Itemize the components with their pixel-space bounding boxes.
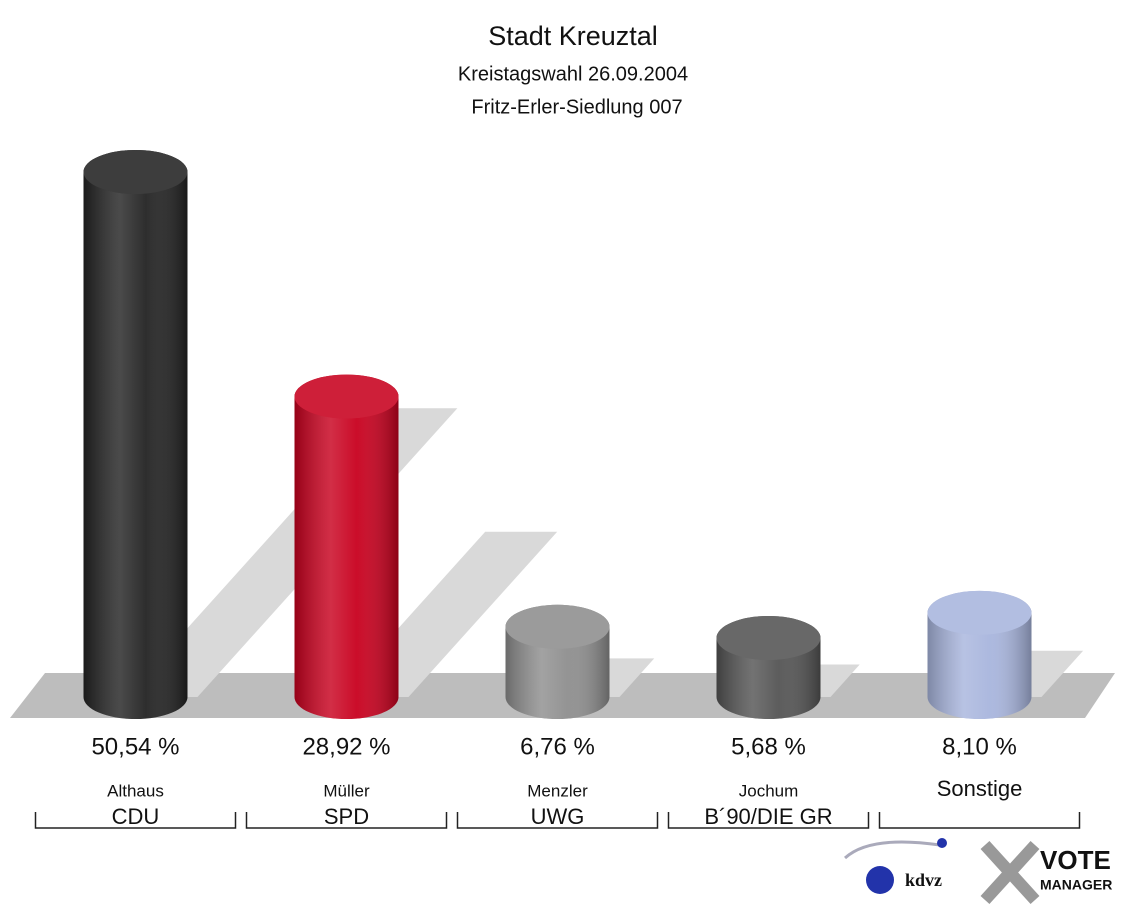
chart-subtitle: Kreistagswahl 26.09.2004 <box>458 63 688 85</box>
bar-top <box>294 374 399 419</box>
bar-top <box>716 615 821 660</box>
party-label: B´90/DIE GR <box>704 804 832 829</box>
chart-title: Stadt Kreuztal <box>488 21 658 51</box>
bar-top-highlight <box>927 590 1032 635</box>
category-label: Sonstige <box>937 776 1023 801</box>
candidate-label: Menzler <box>527 781 588 800</box>
logo-text: VOTE <box>1040 845 1111 875</box>
bar-top-highlight <box>505 604 610 649</box>
value-label: 8,10 % <box>942 733 1017 760</box>
bar-top-highlight <box>83 150 188 194</box>
value-label: 6,76 % <box>520 733 595 760</box>
value-label: 5,68 % <box>731 733 806 760</box>
value-label: 50,54 % <box>91 733 179 760</box>
logo-text: kdvz <box>905 870 942 890</box>
party-label: CDU <box>112 804 160 829</box>
logo-cross <box>980 840 1040 905</box>
candidate-label: Jochum <box>739 781 799 800</box>
bar-top <box>505 604 610 649</box>
logo-ball <box>866 866 894 894</box>
logo: kdvz VOTE MANAGER <box>843 838 1112 905</box>
party-label: SPD <box>324 804 369 829</box>
bar-top-highlight <box>716 615 821 660</box>
category-bracket <box>34 812 237 829</box>
value-label: 28,92 % <box>302 733 390 760</box>
logo-swoosh <box>843 840 941 860</box>
category-bracket <box>878 812 1081 829</box>
category-bracket <box>456 812 659 829</box>
category-bracket <box>245 812 448 829</box>
candidate-label: Müller <box>323 781 370 800</box>
bar-top-highlight <box>294 374 399 419</box>
bar-shading <box>294 374 399 720</box>
logo-ball <box>937 838 947 848</box>
party-label: UWG <box>531 804 585 829</box>
candidate-label: Althaus <box>107 781 164 800</box>
bar-top <box>927 590 1032 635</box>
logo-text: MANAGER <box>1040 877 1112 893</box>
chart-subtitle: Fritz-Erler-Siedlung 007 <box>471 96 682 118</box>
bar-top <box>83 150 188 194</box>
bar-shading <box>83 150 188 720</box>
category-bracket <box>667 812 870 829</box>
